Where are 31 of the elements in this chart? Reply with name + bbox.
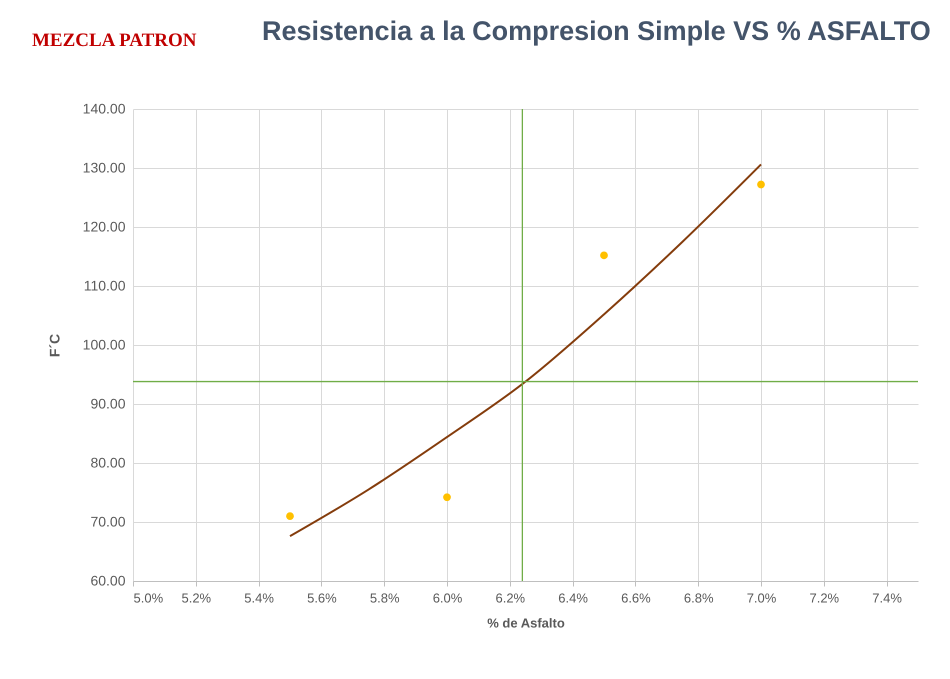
text: MEZCLA PATRON [32,30,196,52]
y-tick-label: 100.00 [82,336,126,352]
y-tick-label: 80.00 [90,454,126,470]
x-tick-label: 7.0% [746,590,777,606]
line-series [289,163,762,538]
y-tick-label: 90.00 [90,396,126,412]
y-tick-label: 120.00 [82,218,126,234]
x-tick-label: 6.6% [621,590,652,606]
x-tick-label: 5.4% [244,590,274,606]
y-tick-label: 60.00 [90,572,126,588]
x-tick-label: 5.8% [370,590,400,606]
point [600,251,608,260]
y-axis-title: F´C [46,334,63,358]
x-tick-label: 6.4% [558,590,588,606]
y-tick-label: 130.00 [82,160,126,176]
x-tick-label: 6.0% [432,590,463,606]
chart-title: Resistencia a la Compresion Simple VS % ASFALTO [262,16,931,46]
x-axis-title: % de Asfalto [487,616,565,630]
point [443,493,451,502]
x-tick-label: 5.6% [307,590,338,606]
x-tick-label: 7.4% [872,590,902,606]
x-tick-label: 5.0% [134,590,164,606]
point [757,180,765,188]
x-tick-label: 6.8% [684,590,714,606]
y-tick-label: 110.00 [84,278,126,294]
x-tick-label: 7.2% [809,590,840,606]
y-tick-label: 140.00 [82,100,126,116]
x-tick-label: 6.2% [495,590,526,606]
x-tick-label: 5.2% [181,590,212,606]
point [286,512,294,520]
y-tick-label: 70.00 [90,514,126,530]
